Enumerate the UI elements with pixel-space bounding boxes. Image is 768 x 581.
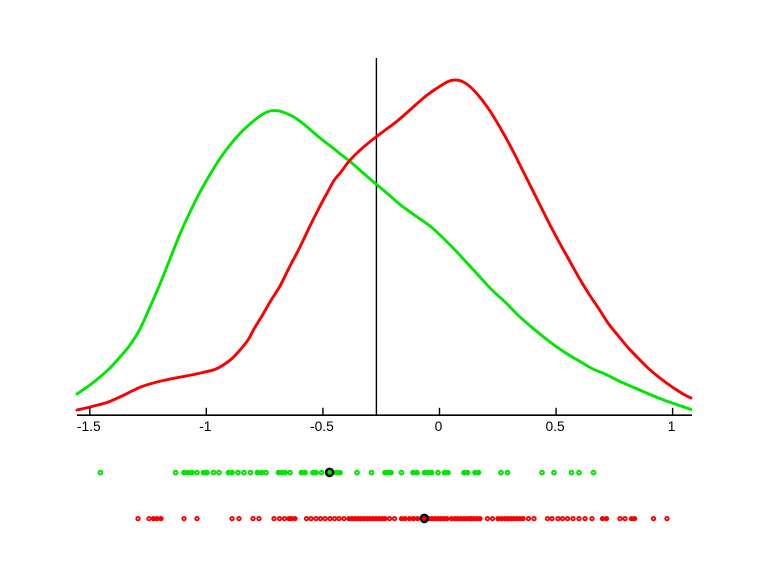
svg-text:-1.5: -1.5 — [77, 419, 101, 434]
svg-text:-0.5: -0.5 — [310, 419, 334, 434]
svg-text:0: 0 — [435, 419, 443, 434]
svg-text:-1: -1 — [199, 419, 211, 434]
svg-text:0.5: 0.5 — [546, 419, 566, 434]
svg-text:1: 1 — [668, 419, 676, 434]
